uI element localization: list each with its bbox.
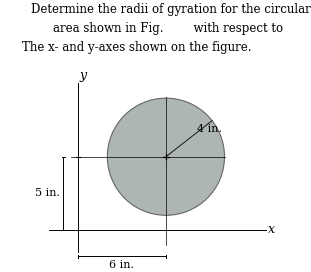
Text: 5 in.: 5 in. [35,188,60,198]
Text: 6 in.: 6 in. [109,260,134,270]
Text: Determine the radii of gyration for the circular: Determine the radii of gyration for the … [31,3,311,16]
Text: x: x [268,223,276,236]
Circle shape [107,98,225,215]
Text: area shown in Fig.        with respect to: area shown in Fig. with respect to [53,22,283,35]
Text: y: y [80,69,87,82]
Text: 4 in.: 4 in. [197,123,222,134]
Text: The x- and y-axes shown on the figure.: The x- and y-axes shown on the figure. [22,41,251,54]
